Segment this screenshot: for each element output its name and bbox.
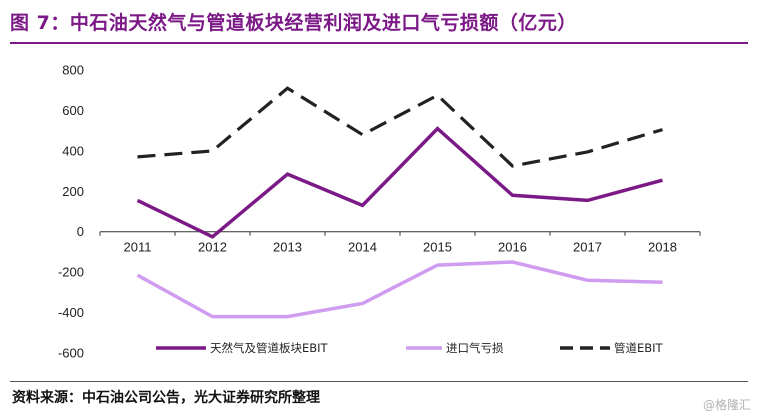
- source-divider: [10, 381, 748, 382]
- y-tick-label: 600: [62, 103, 84, 118]
- y-axis: -600 -400 -200 0 200 400 600 800: [58, 63, 84, 361]
- x-tick-label: 2014: [348, 240, 377, 255]
- y-tick-label: 0: [77, 224, 84, 239]
- series-line-3: [137, 86, 663, 168]
- x-tick-label: 2015: [423, 240, 452, 255]
- legend-label: 进口气亏损: [446, 341, 504, 355]
- chart-title: 图 7：中石油天然气与管道板块经营利润及进口气亏损额（亿元）: [10, 12, 577, 34]
- x-tick-label: 2013: [273, 240, 302, 255]
- x-tick-label: 2018: [648, 240, 677, 255]
- y-tick-label: -400: [58, 305, 84, 320]
- series-line-1: [136, 126, 663, 239]
- watermark-text: 格隆汇: [714, 398, 751, 412]
- x-tick-label: 2011: [124, 240, 152, 255]
- y-tick-label: 400: [62, 143, 84, 158]
- watermark-icon: @: [702, 398, 715, 412]
- y-tick-label: 200: [62, 184, 84, 199]
- source-note: 资料来源：中石油公司公告，光大证券研究所整理: [12, 390, 320, 406]
- series-line-2: [136, 260, 663, 319]
- x-axis: 2011 2012 2013 2014 2015 2016 2017 2018: [99, 231, 701, 255]
- legend-label: 天然气及管道板块EBIT: [210, 341, 329, 355]
- title-divider: [10, 42, 748, 44]
- legend-label: 管道EBIT: [614, 341, 664, 355]
- y-tick-label: -600: [58, 346, 84, 361]
- x-tick-label: 2012: [198, 240, 227, 255]
- x-tick-label: 2016: [498, 240, 527, 255]
- y-tick-label: -200: [58, 265, 84, 280]
- series-lines: [136, 86, 663, 319]
- y-tick-label: 800: [62, 63, 84, 78]
- legend: 天然气及管道板块EBIT 进口气亏损 管道EBIT: [156, 341, 664, 355]
- watermark: @格隆汇: [703, 396, 751, 413]
- x-tick-label: 2017: [573, 240, 602, 255]
